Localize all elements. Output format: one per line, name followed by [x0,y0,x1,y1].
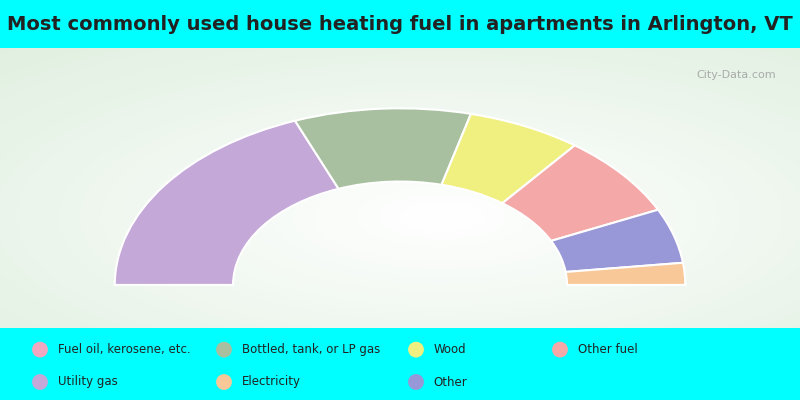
Point [410,379,422,385]
Text: Bottled, tank, or LP gas: Bottled, tank, or LP gas [242,343,380,356]
Point [34,379,46,385]
Text: Electricity: Electricity [242,376,301,388]
Text: Other fuel: Other fuel [578,343,638,356]
Text: Most commonly used house heating fuel in apartments in Arlington, VT: Most commonly used house heating fuel in… [7,14,793,34]
Wedge shape [566,263,686,285]
Wedge shape [502,145,658,241]
Point [218,379,230,385]
Point [554,346,566,353]
Wedge shape [114,121,338,285]
Wedge shape [442,114,575,203]
Text: Wood: Wood [434,343,466,356]
Text: City-Data.com: City-Data.com [696,70,776,80]
Wedge shape [551,210,683,272]
Wedge shape [295,108,471,189]
Text: Other: Other [434,376,467,388]
Point [34,346,46,353]
Point [218,346,230,353]
Text: Utility gas: Utility gas [58,376,118,388]
Text: Fuel oil, kerosene, etc.: Fuel oil, kerosene, etc. [58,343,190,356]
Point [410,346,422,353]
